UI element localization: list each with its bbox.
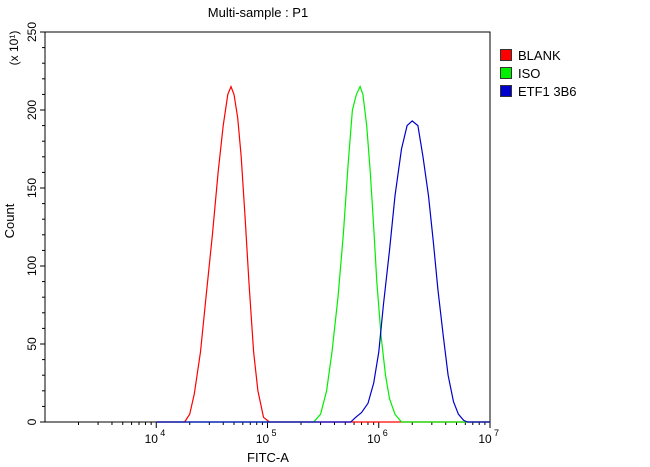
legend: BLANK ISO ETF1 3B6 [500,46,577,100]
legend-label: BLANK [518,47,561,63]
x-tick-label: 10 [145,432,159,446]
legend-label: ETF1 3B6 [518,83,577,99]
y-tick-label: 200 [25,100,39,120]
legend-swatch [500,85,512,97]
x-tick-label: 10 [478,432,492,446]
x-tick-exponent: 5 [272,428,277,438]
chart-title: Multi-sample : P1 [208,5,308,20]
legend-label: ISO [518,65,541,81]
plot-area [44,31,491,423]
series-line-iso [156,85,490,423]
legend-item: BLANK [500,46,577,64]
y-tick-label: 0 [25,418,39,425]
series-line-etf1-3b6 [156,120,490,423]
y-multiplier-label: (x 10¹) [7,31,21,66]
x-tick-exponent: 6 [383,428,388,438]
x-tick-exponent: 4 [160,428,165,438]
legend-item: ISO [500,64,577,82]
series-layer [156,84,490,423]
y-axis-ticks: 0 50 100 150 200 250 [25,22,45,425]
x-axis-label: FITC-A [247,450,289,465]
legend-swatch [500,49,512,61]
legend-item: ETF1 3B6 [500,82,577,100]
y-tick-label: 250 [25,22,39,42]
x-tick-label: 10 [367,432,381,446]
x-tick-exponent: 7 [494,428,499,438]
x-axis-ticks: 10 4 10 5 10 6 10 7 [77,422,499,446]
y-tick-label: 100 [25,256,39,276]
y-tick-label: 150 [25,178,39,198]
y-tick-label: 50 [25,337,39,351]
series-line-blank [156,84,490,423]
x-tick-label: 10 [256,432,270,446]
y-axis-label: Count [2,203,17,238]
legend-swatch [500,67,512,79]
